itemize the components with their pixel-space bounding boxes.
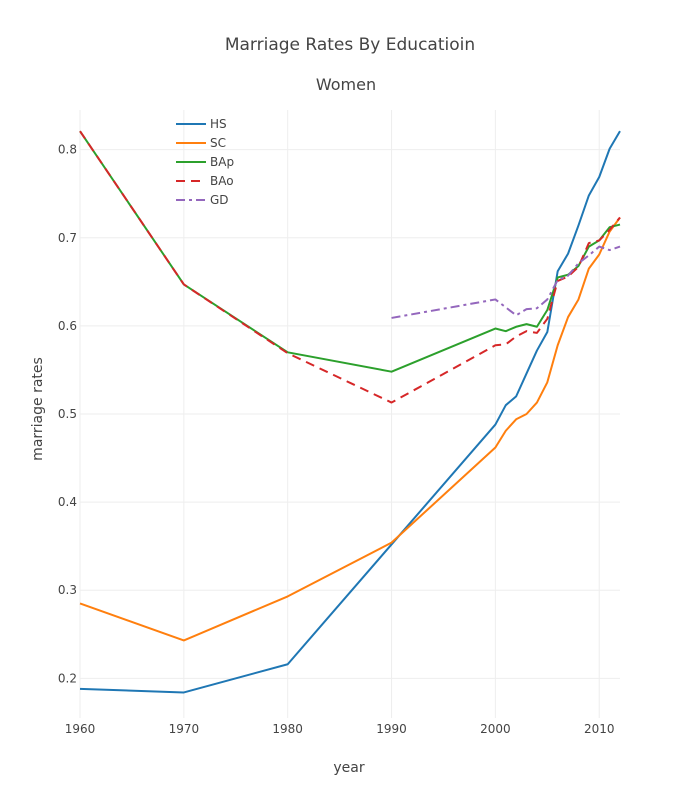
grid xyxy=(80,110,620,718)
series-lines xyxy=(80,131,620,692)
legend-label-hs: HS xyxy=(210,117,227,131)
y-tick-label: 0.6 xyxy=(58,319,77,333)
chart-subtitle: Women xyxy=(316,75,376,94)
y-tick-label: 0.2 xyxy=(58,671,77,685)
legend-label-bao: BAo xyxy=(210,174,234,188)
series-line-bap xyxy=(80,131,620,372)
x-tick-label: 1970 xyxy=(169,722,200,736)
y-axis-title: marriage rates xyxy=(30,357,46,461)
series-line-hs xyxy=(80,131,620,692)
y-tick-label: 0.8 xyxy=(58,143,77,157)
y-tick-label: 0.3 xyxy=(58,583,77,597)
y-axis-ticks: 0.2 0.3 0.4 0.5 0.6 0.7 0.8 xyxy=(58,143,77,686)
chart-title: Marriage Rates By Educatioin xyxy=(225,35,475,55)
legend-label-sc: SC xyxy=(210,136,226,150)
legend-label-gd: GD xyxy=(210,193,229,207)
series-line-bao xyxy=(80,131,620,402)
series-line-sc xyxy=(80,218,620,641)
legend: HS SC BAp BAo GD xyxy=(176,117,234,207)
x-tick-label: 1960 xyxy=(65,722,96,736)
x-axis-title: year xyxy=(333,760,364,776)
legend-label-bap: BAp xyxy=(210,155,234,169)
y-tick-label: 0.5 xyxy=(58,407,77,421)
x-tick-label: 1980 xyxy=(272,722,303,736)
x-axis-ticks: 1960 1970 1980 1990 2000 2010 xyxy=(65,722,615,736)
x-tick-label: 2010 xyxy=(584,722,615,736)
x-tick-label: 2000 xyxy=(480,722,511,736)
x-tick-label: 1990 xyxy=(376,722,407,736)
series-line-gd xyxy=(392,247,620,318)
y-tick-label: 0.4 xyxy=(58,495,77,509)
y-tick-label: 0.7 xyxy=(58,231,77,245)
